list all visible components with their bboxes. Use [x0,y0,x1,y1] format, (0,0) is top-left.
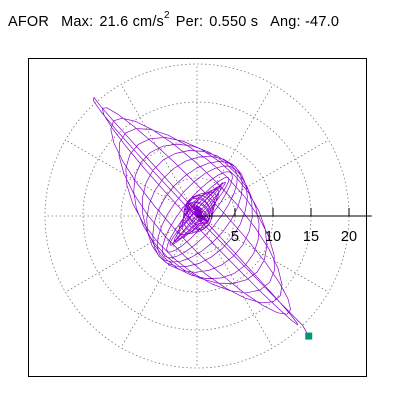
radial-tick-label-15: 15 [303,229,319,245]
max-unit: cm/s [132,14,165,30]
end-point-marker [305,332,313,340]
grid-spoke-300 [196,215,274,348]
angle-label: Ang: [270,14,301,30]
max-value: 21.6 [99,14,129,30]
orbit-trace [92,97,310,337]
grid-spoke-330 [196,215,329,293]
marker-layer [305,332,313,340]
radial-tick-label-20: 20 [341,229,357,245]
angle-value: -47.0 [305,14,340,30]
period-label: Per: [175,14,204,30]
grid-spoke-150 [65,139,198,217]
period-value: 0.550 s [209,14,259,30]
chart-header: AFOR Max: 21.6 cm/s2 Per: 0.550 s Ang: -47.0 [8,11,340,30]
orbit-trace-line [92,97,310,337]
grid-spoke-30 [196,139,329,217]
grid-spoke-210 [65,215,198,293]
max-unit-exponent: 2 [164,10,170,22]
station-code: AFOR [8,14,50,30]
radial-tick-label-10: 10 [265,229,281,245]
radial-tick-label-5: 5 [231,229,239,245]
grid-spoke-120 [120,84,198,217]
radial-axis: 5 10 15 20 [197,208,372,245]
max-label: Max: [61,14,94,30]
grid-spoke-240 [120,215,198,348]
